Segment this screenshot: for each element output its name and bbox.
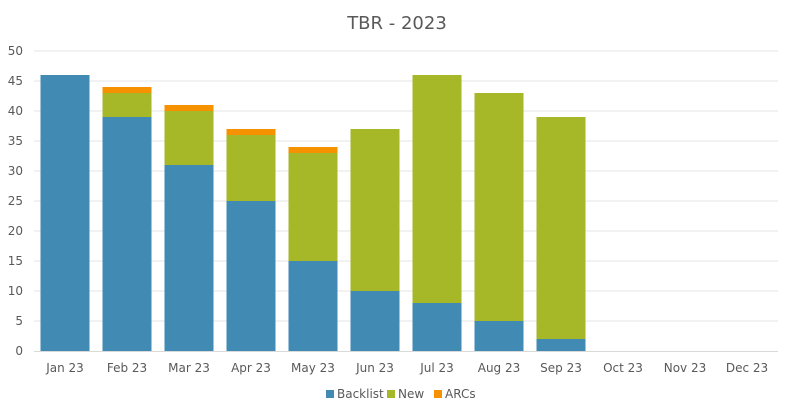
bar-new bbox=[412, 75, 462, 303]
legend-label-backlist: Backlist bbox=[337, 387, 384, 401]
y-tick-label: 45 bbox=[8, 74, 23, 88]
y-tick-label: 30 bbox=[8, 164, 23, 178]
bar-new bbox=[536, 117, 586, 339]
legend-label-arcs: ARCs bbox=[445, 387, 476, 401]
bar-backlist bbox=[102, 117, 152, 351]
bar-new bbox=[350, 129, 400, 291]
legend-swatch-arcs bbox=[434, 390, 442, 398]
x-tick-label: Apr 23 bbox=[231, 361, 271, 375]
x-tick-label: Jul 23 bbox=[419, 361, 454, 375]
y-tick-label: 40 bbox=[8, 104, 23, 118]
x-tick-label: Jun 23 bbox=[355, 361, 394, 375]
bar-new bbox=[102, 93, 152, 117]
bar-backlist bbox=[288, 261, 338, 351]
x-tick-label: Nov 23 bbox=[664, 361, 707, 375]
legend-swatch-new bbox=[387, 390, 395, 398]
bar-backlist bbox=[474, 321, 524, 351]
bar-new bbox=[226, 135, 276, 201]
bar-backlist bbox=[40, 75, 90, 351]
chart-title: TBR - 2023 bbox=[346, 13, 447, 34]
x-tick-label: Aug 23 bbox=[478, 361, 521, 375]
x-tick-label: Sep 23 bbox=[540, 361, 582, 375]
legend-label-new: New bbox=[398, 387, 424, 401]
x-tick-label: Mar 23 bbox=[168, 361, 210, 375]
y-tick-label: 35 bbox=[8, 134, 23, 148]
x-tick-label: Feb 23 bbox=[107, 361, 147, 375]
y-tick-label: 0 bbox=[15, 344, 23, 358]
y-tick-label: 5 bbox=[15, 314, 23, 328]
y-tick-label: 20 bbox=[8, 224, 23, 238]
bars bbox=[40, 75, 586, 351]
x-axis-ticks: Jan 23 Feb 23 Mar 23 Apr 23 May 23 Jun 23 Jul … bbox=[45, 361, 768, 375]
bar-arcs bbox=[226, 129, 276, 135]
legend-swatch-backlist bbox=[326, 390, 334, 398]
x-tick-label: Jan 23 bbox=[45, 361, 84, 375]
bar-new bbox=[474, 93, 524, 321]
bar-backlist bbox=[350, 291, 400, 351]
legend: Backlist New ARCs bbox=[326, 387, 476, 401]
x-tick-label: May 23 bbox=[291, 361, 335, 375]
bar-new bbox=[164, 111, 214, 165]
y-tick-label: 15 bbox=[8, 254, 23, 268]
y-axis-ticks: 0 5 10 15 20 25 30 35 40 45 50 bbox=[8, 44, 23, 358]
y-tick-label: 10 bbox=[8, 284, 23, 298]
bar-backlist bbox=[164, 165, 214, 351]
bar-arcs bbox=[102, 87, 152, 93]
bar-arcs bbox=[288, 147, 338, 153]
bar-arcs bbox=[164, 105, 214, 111]
bar-backlist bbox=[226, 201, 276, 351]
bar-backlist bbox=[412, 303, 462, 351]
y-tick-label: 25 bbox=[8, 194, 23, 208]
x-tick-label: Dec 23 bbox=[726, 361, 768, 375]
y-tick-label: 50 bbox=[8, 44, 23, 58]
x-tick-label: Oct 23 bbox=[603, 361, 643, 375]
bar-new bbox=[288, 153, 338, 261]
gridlines bbox=[34, 50, 778, 322]
bar-backlist bbox=[536, 339, 586, 351]
